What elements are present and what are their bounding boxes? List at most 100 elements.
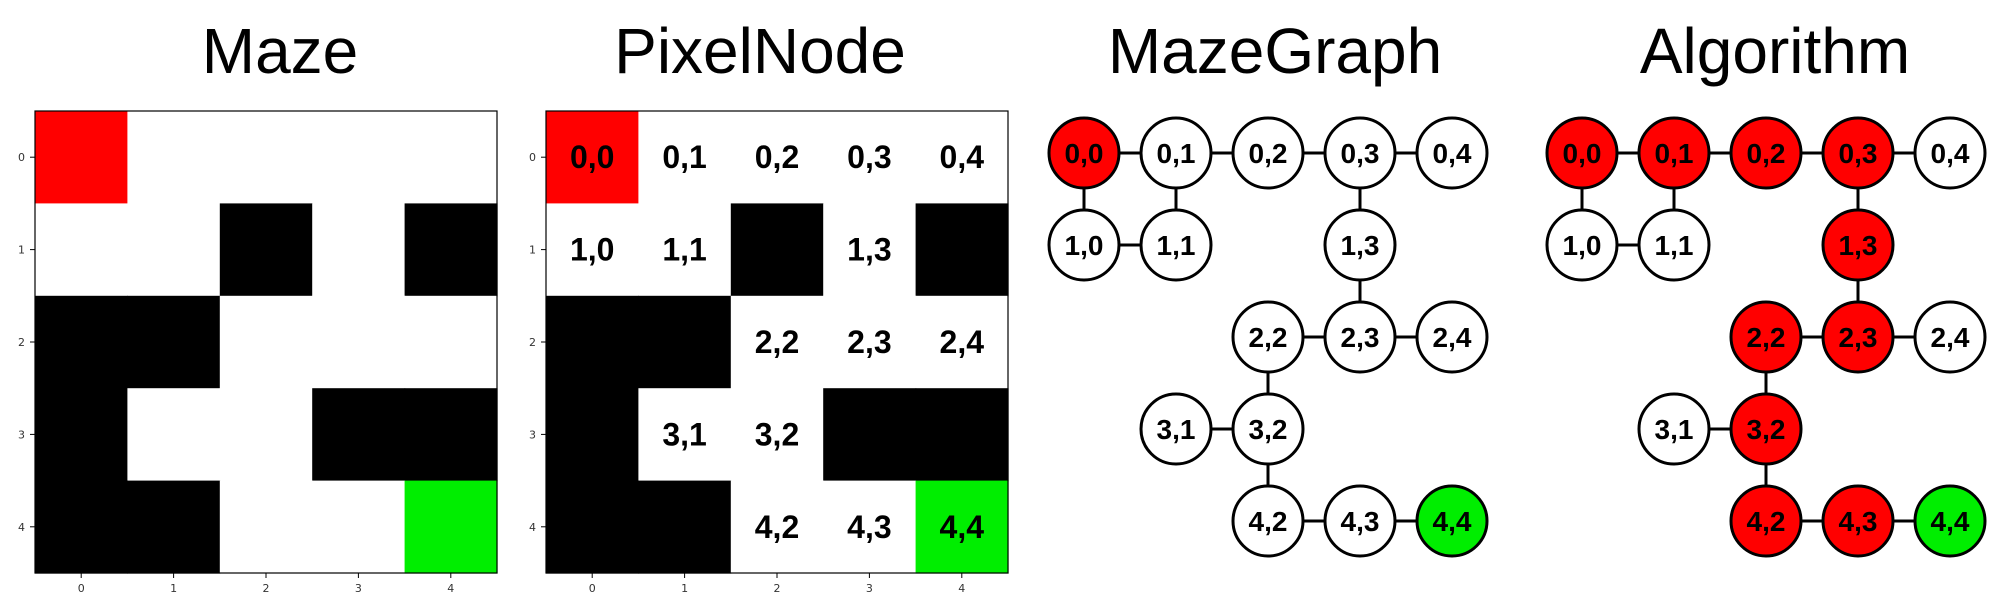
pixelnode-label-2-2: 2,2 xyxy=(755,324,799,360)
pixelnode-label-1-0: 1,0 xyxy=(570,232,614,268)
algorithm-node-0,0 xyxy=(1545,116,1619,190)
algorithm-node-label-0,0: 0,0 xyxy=(1563,138,1602,169)
maze-x-tick-label: 4 xyxy=(447,582,454,595)
algorithm-node-0,3 xyxy=(1821,116,1895,190)
maze-cell-4-3-open xyxy=(312,480,406,574)
maze-y-tick-label: 1 xyxy=(18,244,25,257)
maze-cell-3-1-open xyxy=(127,388,221,482)
pixelnode-y-tick-label: 0 xyxy=(529,151,536,164)
pixelnode-label-2-4: 2,4 xyxy=(940,324,985,360)
pixelnode-x-tick-label: 0 xyxy=(589,582,596,595)
pixelnode-x-tick-label: 4 xyxy=(958,582,965,595)
pixelnode-label-1-1: 1,1 xyxy=(662,232,706,268)
maze-cell-3-2-open xyxy=(219,388,313,482)
pixelnode-cell-0-3-open xyxy=(823,111,917,204)
algorithm-node-label-4,2: 4,2 xyxy=(1747,506,1786,537)
algorithm-node-4,4 xyxy=(1913,484,1987,558)
pixelnode-cell-2-2-open xyxy=(730,295,824,389)
maze-cell-0-0-start xyxy=(35,111,128,204)
mazegraph-node-label-4,2: 4,2 xyxy=(1249,506,1288,537)
pixelnode-cell-1-1-open xyxy=(638,203,732,297)
pixelnode-cell-1-0-open xyxy=(546,203,639,297)
maze-cell-0-3-open xyxy=(312,111,406,204)
pixelnode-y-tick-label: 3 xyxy=(529,428,536,441)
algorithm-node-label-4,4: 4,4 xyxy=(1931,506,1970,537)
maze-panel: 0 1 2 3 4 0 1 2 3 4 xyxy=(18,110,498,595)
mazegraph-node-0,4 xyxy=(1415,116,1489,190)
pixelnode-cell-3-4-wall xyxy=(915,388,1009,482)
mazegraph-node-label-2,3: 2,3 xyxy=(1341,322,1380,353)
maze-cell-1-3-open xyxy=(312,203,406,297)
pixelnode-cell-2-3-open xyxy=(823,295,917,389)
mazegraph-node-1,1 xyxy=(1139,208,1213,282)
pixelnode-cell-3-3-wall xyxy=(823,388,917,482)
mazegraph-node-0,0 xyxy=(1047,116,1121,190)
algorithm-node-0,1 xyxy=(1637,116,1711,190)
pixelnode-cell-2-4-open xyxy=(915,295,1009,389)
pixelnode-label-0-2: 0,2 xyxy=(755,139,799,175)
mazegraph-node-0,3 xyxy=(1323,116,1397,190)
mazegraph-node-0,1 xyxy=(1139,116,1213,190)
mazegraph-node-label-0,3: 0,3 xyxy=(1341,138,1380,169)
pixelnode-cell-0-2-open xyxy=(730,111,824,204)
maze-cell-2-1-wall xyxy=(127,295,221,389)
mazegraph-node-label-1,1: 1,1 xyxy=(1157,230,1196,261)
algorithm-node-label-0,1: 0,1 xyxy=(1655,138,1694,169)
pixelnode-y-tick-label: 1 xyxy=(529,244,536,257)
maze-x-tick-label: 2 xyxy=(263,582,270,595)
algorithm-node-4,3 xyxy=(1821,484,1895,558)
pixelnode-label-4-2: 4,2 xyxy=(755,509,799,545)
maze-cell-4-2-open xyxy=(219,480,313,574)
algorithm-node-2,2 xyxy=(1729,300,1803,374)
maze-x-tick-label: 0 xyxy=(78,582,85,595)
pixelnode-y-tick-label: 2 xyxy=(529,336,536,349)
pixelnode-x-tick-label: 2 xyxy=(774,582,781,595)
algorithm-node-label-1,1: 1,1 xyxy=(1655,230,1694,261)
maze-cell-2-0-wall xyxy=(35,295,128,389)
mazegraph-node-2,2 xyxy=(1231,300,1305,374)
mazegraph-node-label-4,3: 4,3 xyxy=(1341,506,1380,537)
maze-cell-0-4-open xyxy=(404,111,498,204)
maze-cell-0-2-open xyxy=(219,111,313,204)
mazegraph-node-2,3 xyxy=(1323,300,1397,374)
pixelnode-x-tick-label: 1 xyxy=(681,582,688,595)
pixelnode-x-tick-label: 3 xyxy=(866,582,873,595)
pixelnode-cell-0-0-start xyxy=(546,111,639,204)
mazegraph-node-3,2 xyxy=(1231,392,1305,466)
pixelnode-cell-4-3-open xyxy=(823,480,917,574)
pixelnode-cell-3-2-open xyxy=(730,388,824,482)
maze-cell-1-0-open xyxy=(35,203,128,297)
pixelnode-cell-1-3-open xyxy=(823,203,917,297)
algorithm-node-2,3 xyxy=(1821,300,1895,374)
algorithm-node-0,4 xyxy=(1913,116,1987,190)
algorithm-node-label-1,3: 1,3 xyxy=(1839,230,1878,261)
maze-cell-1-1-open xyxy=(127,203,221,297)
algorithm-node-label-2,3: 2,3 xyxy=(1839,322,1878,353)
algorithm-node-label-0,3: 0,3 xyxy=(1839,138,1878,169)
pixelnode-y-tick-label: 4 xyxy=(529,521,536,534)
algorithm-node-1,1 xyxy=(1637,208,1711,282)
mazegraph-node-4,3 xyxy=(1323,484,1397,558)
maze-cell-0-1-open xyxy=(127,111,221,204)
maze-y-tick-label: 0 xyxy=(18,151,25,164)
mazegraph-node-3,1 xyxy=(1139,392,1213,466)
mazegraph-node-label-3,2: 3,2 xyxy=(1249,414,1288,445)
algorithm-node-4,2 xyxy=(1729,484,1803,558)
mazegraph-node-label-1,3: 1,3 xyxy=(1341,230,1380,261)
pixelnode-label-2-3: 2,3 xyxy=(847,324,891,360)
maze-cell-1-4-wall xyxy=(404,203,498,297)
pixelnode-label-0-4: 0,4 xyxy=(940,139,985,175)
algorithm-node-1,3 xyxy=(1821,208,1895,282)
mazegraph-node-1,0 xyxy=(1047,208,1121,282)
algorithm-node-label-2,4: 2,4 xyxy=(1931,322,1970,353)
algorithm-node-label-3,1: 3,1 xyxy=(1655,414,1694,445)
pixelnode-label-1-3: 1,3 xyxy=(847,232,891,268)
pixelnode-title: PixelNode xyxy=(614,15,906,87)
pixelnode-cell-4-0-wall xyxy=(546,480,639,574)
algorithm-node-3,2 xyxy=(1729,392,1803,466)
maze-cell-3-0-wall xyxy=(35,388,128,482)
maze-cell-3-3-wall xyxy=(312,388,406,482)
pixelnode-cell-4-1-wall xyxy=(638,480,732,574)
algorithm-node-label-2,2: 2,2 xyxy=(1747,322,1786,353)
